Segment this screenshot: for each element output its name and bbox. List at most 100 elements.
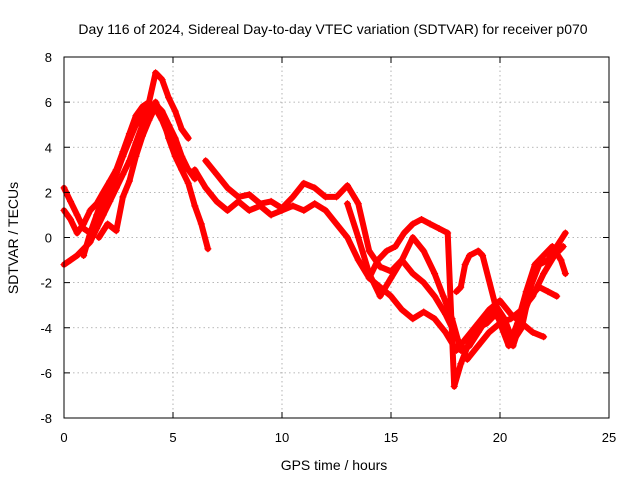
data-point (548, 243, 556, 251)
data-point (224, 206, 231, 214)
data-point (420, 247, 428, 255)
data-point (138, 116, 146, 124)
data-point (553, 292, 561, 300)
data-point (112, 227, 120, 235)
data-point (365, 247, 373, 255)
data-point (138, 132, 146, 140)
y-tick-label: -2 (40, 276, 52, 291)
data-point (322, 206, 330, 214)
x-tick-label: 0 (60, 430, 67, 445)
data-point (540, 270, 548, 278)
data-point (73, 211, 81, 219)
data-point (343, 200, 351, 208)
data-point (426, 220, 434, 228)
data-point (197, 220, 205, 228)
data-point (73, 229, 81, 237)
data-point (99, 193, 107, 201)
data-point (125, 130, 133, 138)
data-point (540, 333, 548, 341)
y-tick-label: 6 (45, 95, 52, 110)
data-point (544, 288, 552, 296)
data-point (383, 247, 391, 255)
data-point (104, 220, 112, 228)
data-point (256, 200, 264, 208)
data-point (343, 234, 351, 241)
data-point (354, 256, 362, 264)
data-point (474, 247, 482, 255)
data-point (267, 211, 275, 219)
x-tick-label: 5 (169, 430, 176, 445)
data-point (158, 116, 166, 124)
data-point (213, 170, 221, 178)
data-point (513, 319, 521, 327)
data-point (465, 337, 473, 345)
data-point (431, 315, 439, 323)
data-point (387, 274, 395, 282)
data-point (178, 166, 186, 174)
data-point (531, 261, 539, 269)
data-point (561, 270, 569, 278)
data-point (450, 382, 458, 390)
data-point (418, 215, 426, 223)
data-point (420, 279, 428, 287)
data-point (289, 202, 297, 210)
data-point (171, 107, 179, 115)
data-point (95, 234, 103, 241)
data-point (409, 234, 417, 241)
data-point (457, 360, 465, 368)
data-point (400, 229, 408, 237)
data-point (461, 261, 469, 269)
data-point (67, 215, 75, 223)
data-point (398, 256, 406, 264)
data-point (544, 256, 552, 264)
data-point (507, 315, 515, 323)
data-point (132, 112, 140, 120)
series-track-4 (80, 69, 192, 260)
data-point (80, 224, 88, 232)
y-tick-label: -8 (40, 411, 52, 426)
chart-title: Day 116 of 2024, Sidereal Day-to-day VTE… (78, 21, 587, 37)
data-point (152, 103, 160, 111)
data-point (522, 288, 530, 296)
data-point (67, 256, 75, 264)
data-point (496, 297, 504, 305)
data-point (505, 342, 513, 350)
data-point (409, 315, 417, 323)
data-point (119, 148, 127, 156)
data-point (376, 292, 384, 300)
data-point (119, 170, 127, 178)
data-point (535, 283, 543, 291)
data-series (60, 69, 569, 390)
data-point (145, 116, 153, 124)
x-tick-label: 25 (602, 430, 616, 445)
data-point (529, 328, 537, 336)
data-point (112, 166, 120, 174)
data-point (86, 206, 94, 214)
data-point (152, 69, 160, 77)
data-point (431, 270, 439, 278)
y-tick-label: 2 (45, 185, 52, 200)
data-point (333, 220, 340, 228)
y-tick-label: -6 (40, 366, 52, 381)
data-point (496, 319, 504, 327)
x-tick-label: 10 (275, 430, 289, 445)
data-point (93, 211, 101, 219)
data-point (184, 166, 192, 174)
data-point (202, 157, 210, 165)
data-point (409, 270, 417, 278)
data-point (145, 98, 153, 106)
data-point (245, 191, 253, 199)
data-point (267, 197, 275, 205)
data-point (483, 319, 491, 327)
data-point (300, 206, 308, 214)
data-point (300, 179, 308, 187)
data-point (439, 292, 447, 300)
x-tick-label: 20 (493, 430, 507, 445)
data-point (435, 224, 443, 232)
tick-labels: 0 5 10 15 20 25 -8 -6 -4 -2 0 2 4 6 8 (40, 50, 616, 445)
data-point (191, 166, 199, 174)
data-point (391, 243, 399, 251)
data-point (420, 308, 428, 316)
data-point (311, 200, 319, 208)
